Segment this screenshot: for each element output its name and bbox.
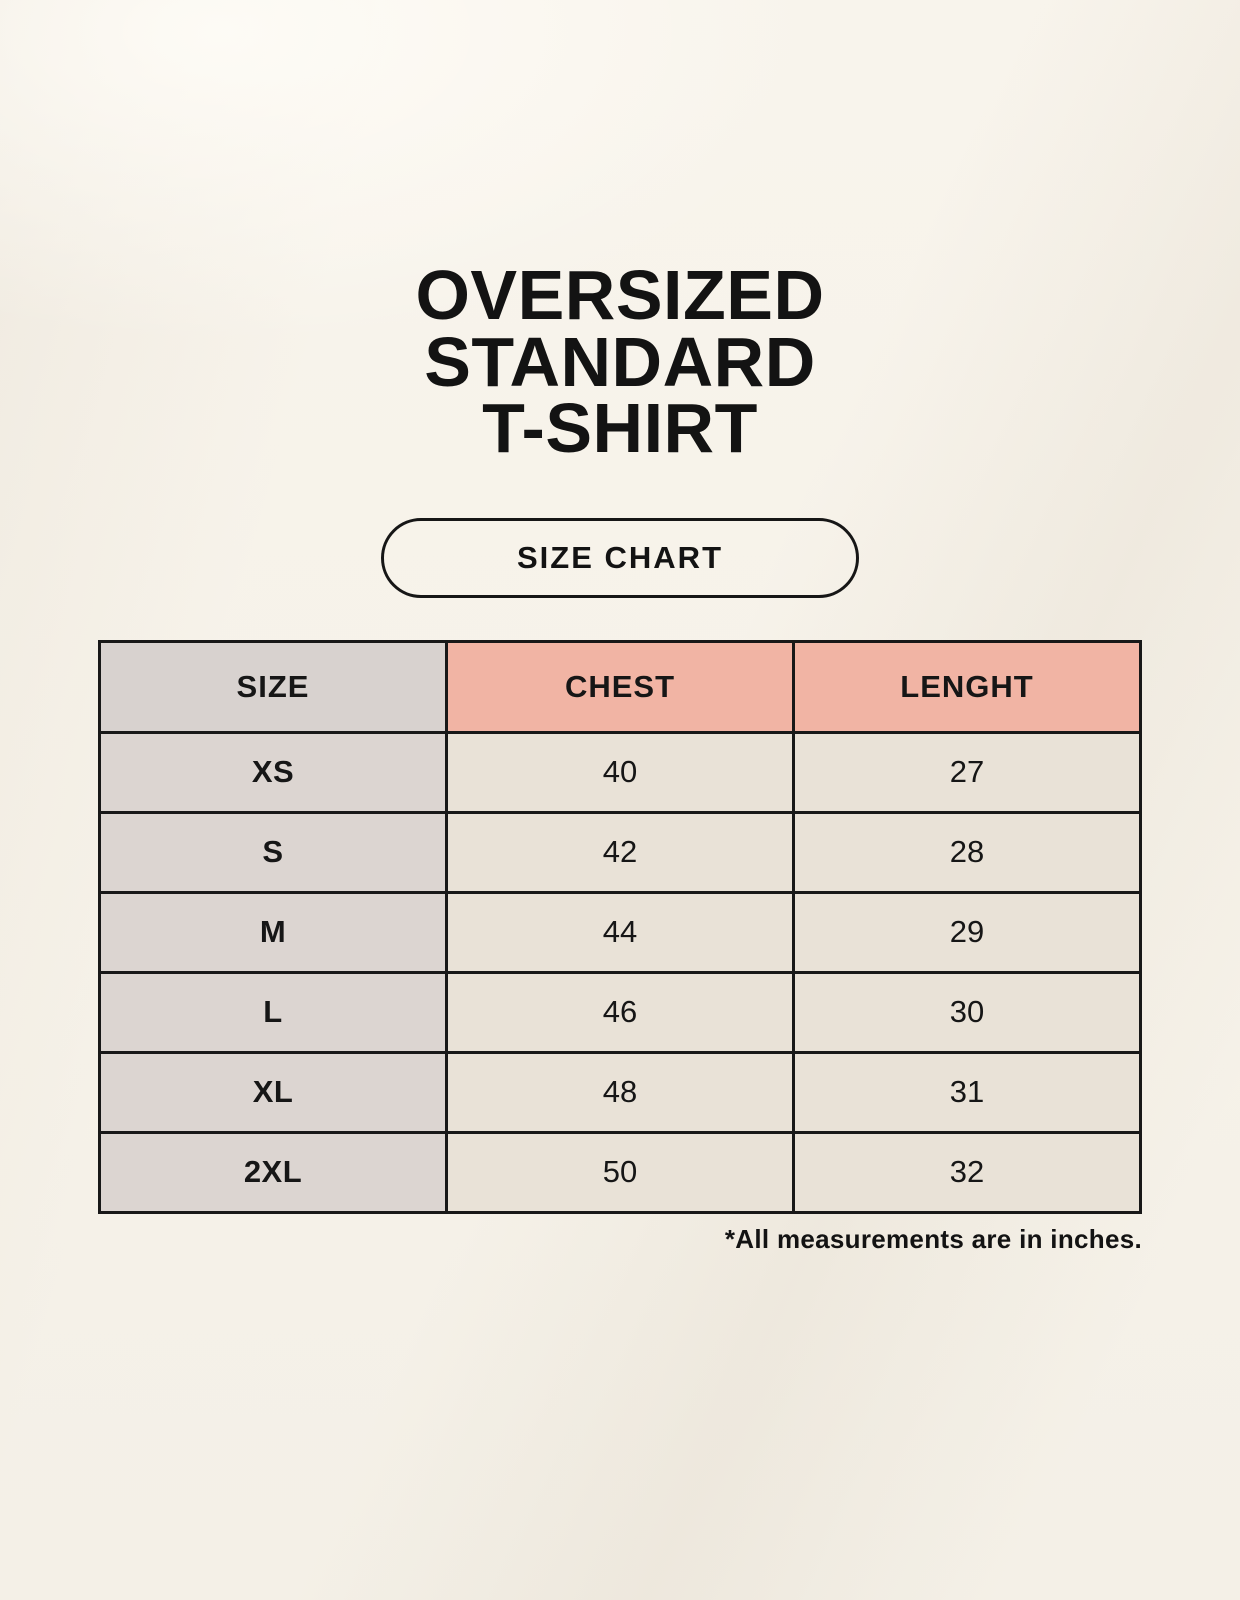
size-cell: XS	[98, 730, 448, 814]
chest-cell: 50	[445, 1130, 795, 1214]
column-header-length: LENGHT	[792, 639, 1142, 734]
size-cell: 2XL	[98, 1130, 448, 1214]
title-line-3: T-SHIRT	[482, 389, 758, 467]
measurements-footnote: *All measurements are in inches.	[724, 1223, 1142, 1254]
chest-cell: 46	[445, 970, 795, 1054]
table-row-s: S 42 28	[98, 810, 1142, 894]
chest-cell: 40	[445, 730, 795, 814]
table-row-l: L 46 30	[98, 970, 1142, 1054]
chest-cell: 48	[445, 1050, 795, 1134]
size-cell: XL	[98, 1050, 448, 1134]
table-row-m: M 44 29	[98, 890, 1142, 974]
length-cell: 27	[792, 730, 1142, 814]
size-chart-button[interactable]: SIZE CHART	[381, 517, 859, 598]
column-header-chest: CHEST	[445, 639, 795, 734]
title-line-1: OVERSIZED	[415, 256, 825, 334]
title-line-2: STANDARD	[424, 322, 816, 401]
chest-cell: 42	[445, 810, 795, 894]
size-cell: S	[98, 810, 448, 894]
size-table: SIZE CHEST LENGHT XS 40 27 S 42 28 M 44 …	[98, 639, 1142, 1214]
size-cell: M	[98, 890, 448, 974]
table-row-2xl: 2XL 50 32	[98, 1130, 1142, 1214]
table-row-xs: XS 40 27	[98, 730, 1142, 814]
length-cell: 32	[792, 1130, 1142, 1214]
column-header-size: SIZE	[98, 639, 448, 734]
length-cell: 31	[792, 1050, 1142, 1134]
length-cell: 28	[792, 810, 1142, 894]
length-cell: 30	[792, 970, 1142, 1054]
size-chart-button-label: SIZE CHART	[517, 539, 723, 575]
chest-cell: 44	[445, 890, 795, 974]
table-row-xl: XL 48 31	[98, 1050, 1142, 1134]
length-cell: 29	[792, 890, 1142, 974]
table-header-row: SIZE CHEST LENGHT	[98, 639, 1142, 734]
size-cell: L	[98, 970, 448, 1054]
product-title: OVERSIZED STANDARD T-SHIRT	[0, 0, 1240, 462]
